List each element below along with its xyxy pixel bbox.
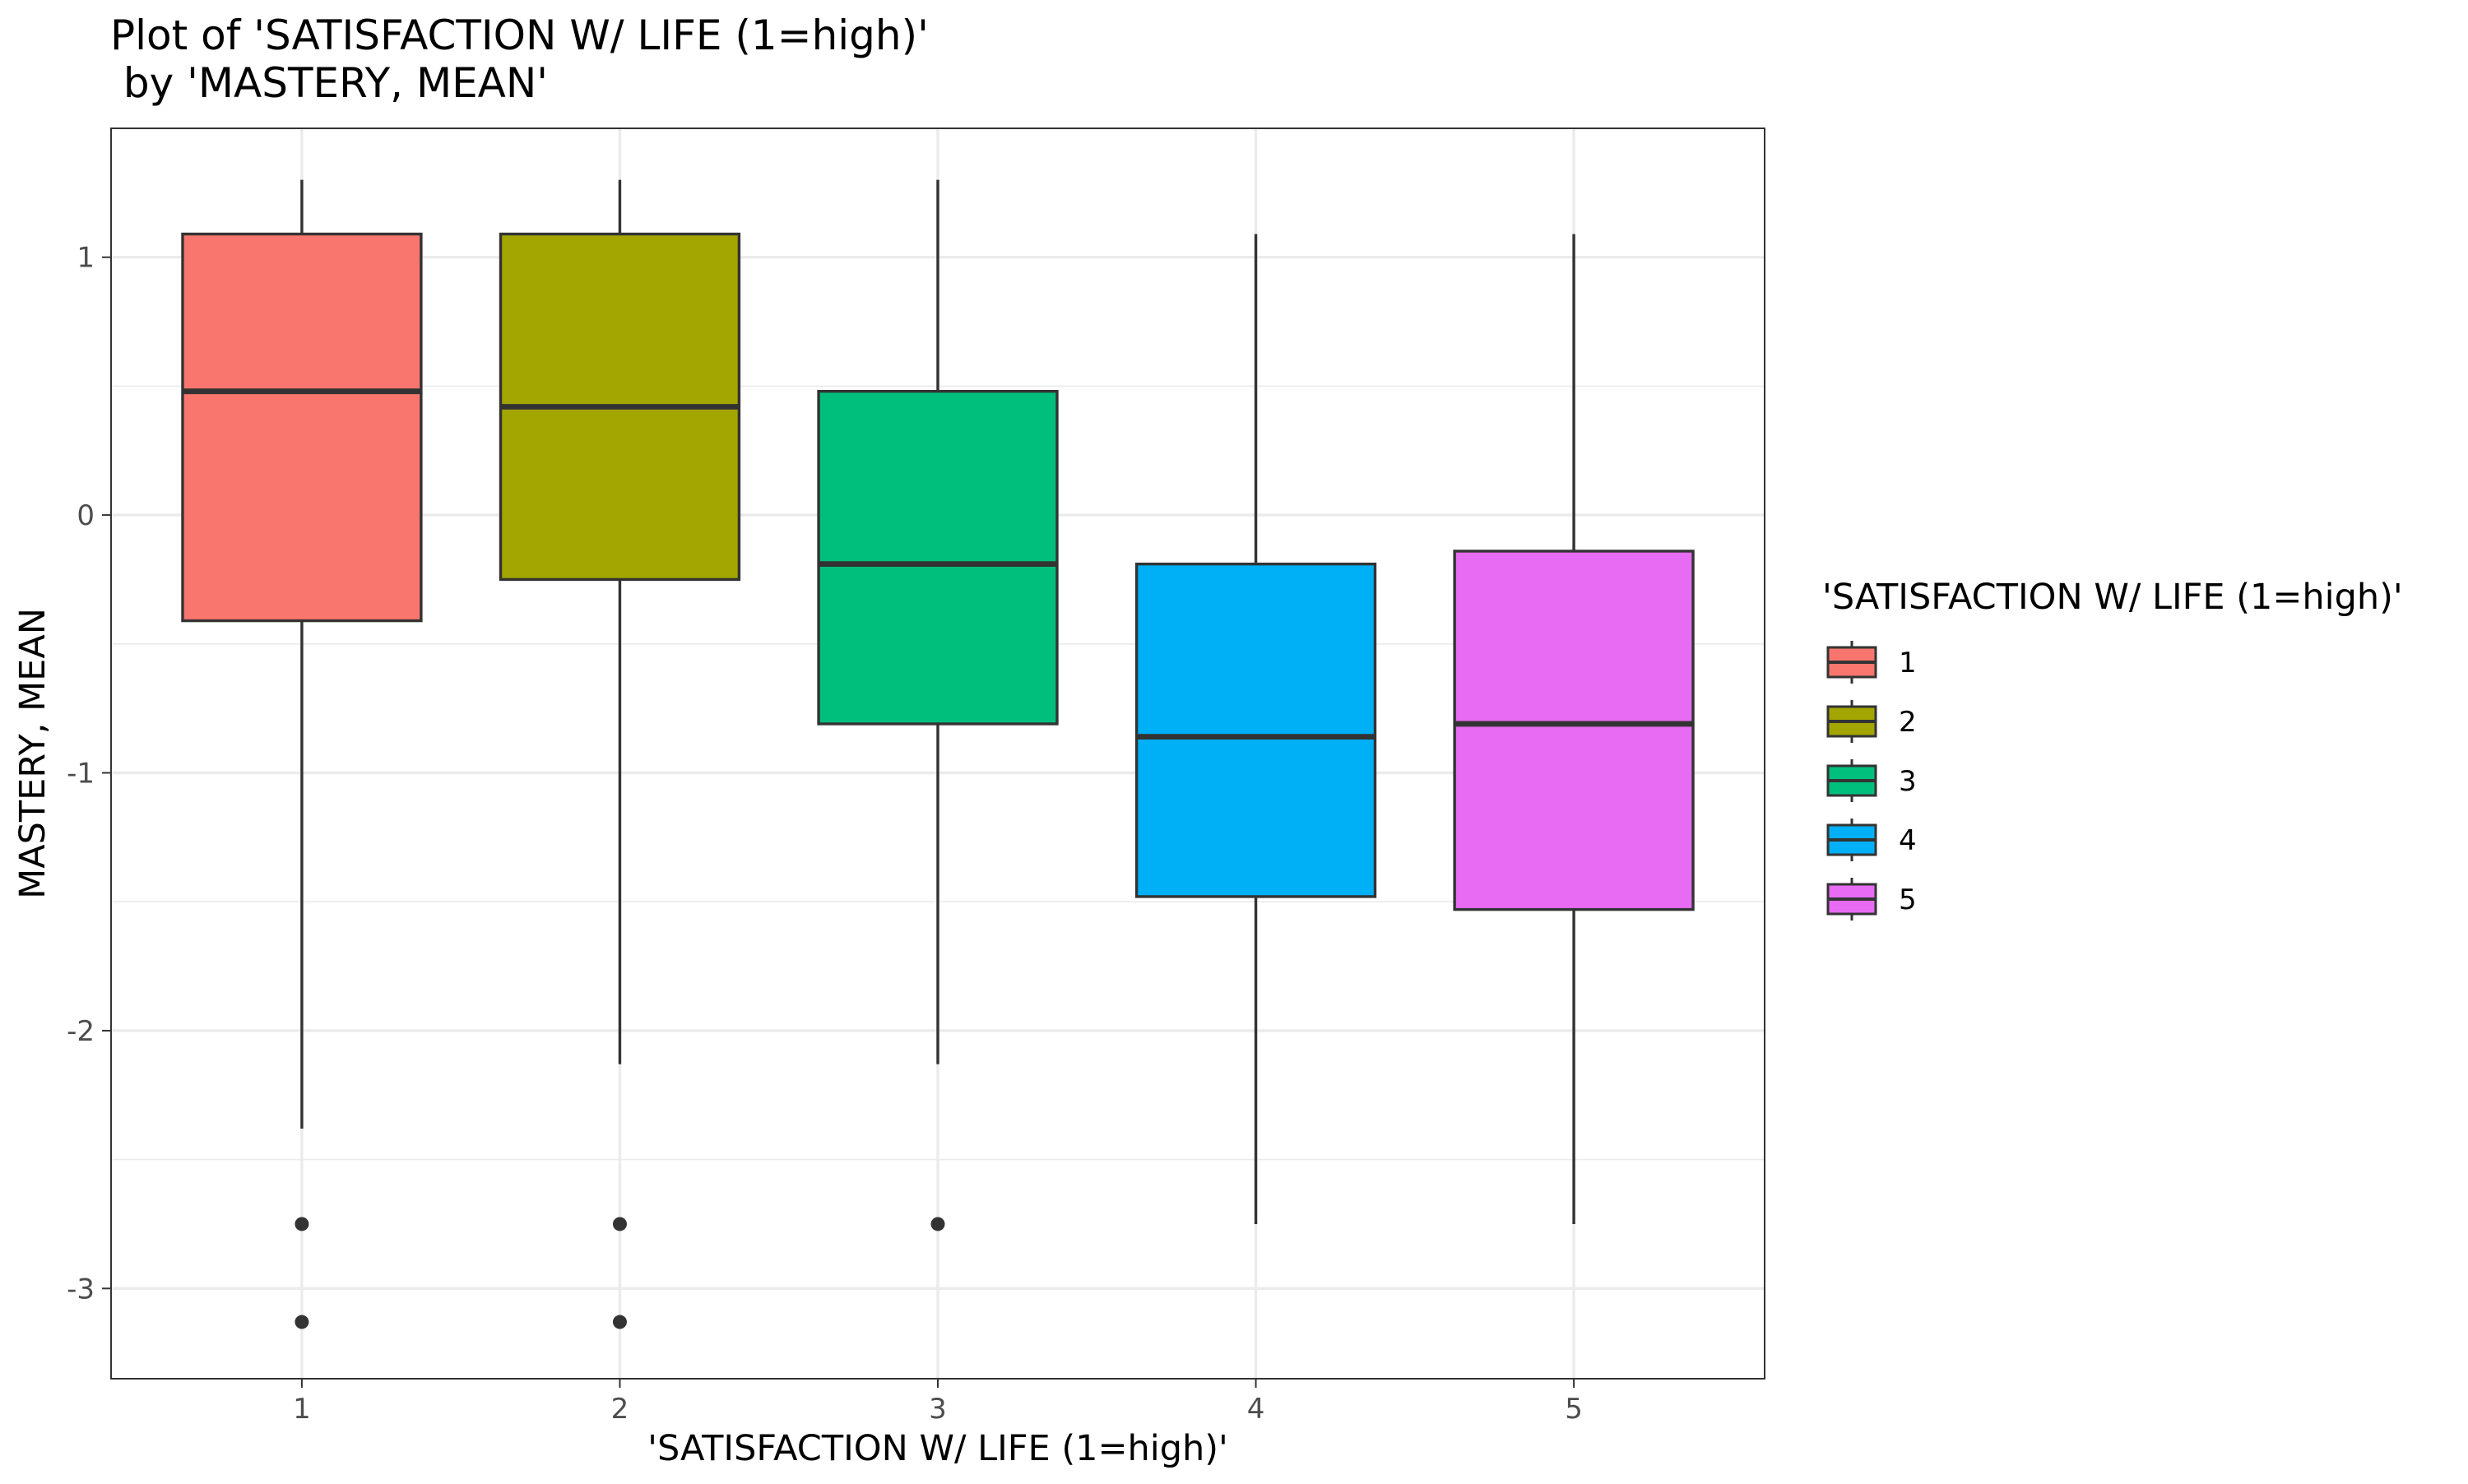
- box-body: [817, 389, 1059, 726]
- outlier-point: [612, 1315, 627, 1329]
- legend-label: 5: [1899, 883, 1917, 916]
- chart-title-line-2: by 'MASTERY, MEAN': [110, 59, 548, 107]
- y-tick-label: -2: [67, 1015, 95, 1048]
- axis-layer: -3 -2 -1 0 1 1 2 3 4 5: [67, 242, 1583, 1426]
- y-tick-label: 1: [77, 242, 95, 275]
- x-tick-label: 4: [1247, 1393, 1265, 1426]
- y-axis-title: MASTERY, MEAN: [12, 608, 53, 899]
- legend-label: 2: [1899, 706, 1917, 739]
- box-layer: [181, 179, 1695, 1329]
- legend-title: 'SATISFACTION W/ LIFE (1=high)': [1822, 577, 2403, 618]
- chart-title-line-1: Plot of 'SATISFACTION W/ LIFE (1=high)': [110, 12, 929, 59]
- legend-item-4: 4: [1826, 819, 1917, 861]
- legend-label: 3: [1899, 765, 1917, 798]
- box-body: [1134, 562, 1377, 898]
- y-tick-label: -3: [67, 1273, 95, 1305]
- legend-item-2: 2: [1826, 700, 1917, 743]
- outlier-point: [612, 1217, 627, 1231]
- legend-label: 1: [1899, 647, 1917, 679]
- x-axis-title: 'SATISFACTION W/ LIFE (1=high)': [647, 1428, 1228, 1469]
- y-tick-label: -1: [67, 758, 95, 791]
- outlier-point: [295, 1217, 309, 1231]
- legend-item-5: 5: [1826, 878, 1917, 921]
- box-2: [499, 179, 741, 1329]
- y-tick-label: 0: [77, 499, 95, 532]
- legend-item-1: 1: [1826, 641, 1917, 684]
- box-body: [181, 232, 423, 623]
- x-tick-label: 5: [1565, 1393, 1583, 1426]
- box-1: [181, 179, 423, 1329]
- box-3: [817, 179, 1059, 1231]
- x-tick-label: 3: [929, 1393, 947, 1426]
- legend: 'SATISFACTION W/ LIFE (1=high)' 1 2 3 4 5: [1822, 577, 2403, 921]
- outlier-point: [930, 1217, 945, 1231]
- legend-item-3: 3: [1826, 759, 1917, 802]
- legend-label: 4: [1899, 824, 1917, 857]
- x-tick-label: 2: [611, 1393, 629, 1426]
- box-5: [1453, 234, 1695, 1224]
- box-body: [1453, 550, 1695, 911]
- outlier-point: [295, 1315, 309, 1329]
- box-4: [1134, 234, 1377, 1224]
- x-tick-label: 1: [293, 1393, 311, 1426]
